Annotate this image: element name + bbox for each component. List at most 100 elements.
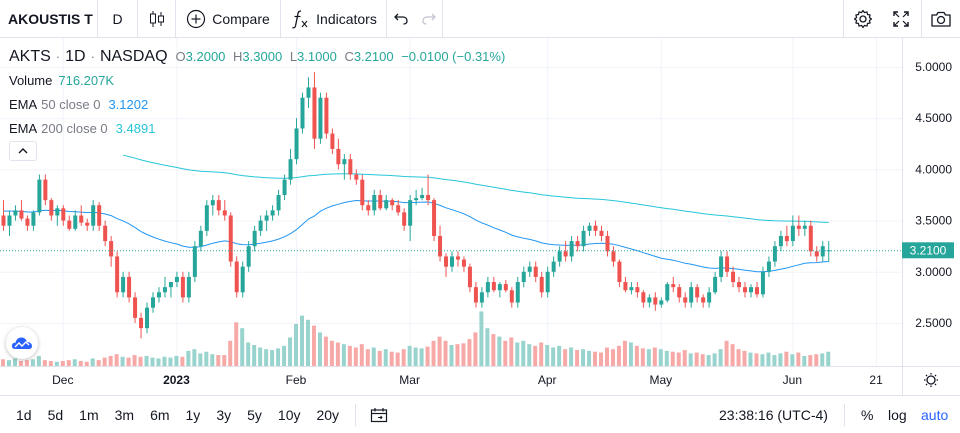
low-label: L: [289, 49, 298, 64]
percent-label: %: [861, 407, 874, 423]
date-range-button[interactable]: [364, 407, 394, 423]
legend-ema200-row[interactable]: EMA 200 close 0 3.4891: [9, 117, 505, 141]
candle: [37, 174, 42, 216]
candle: [826, 241, 831, 262]
volume-bar: [204, 351, 209, 366]
redo-button[interactable]: [415, 0, 443, 38]
range-button-1d[interactable]: 1d: [16, 406, 32, 423]
volume-bar: [814, 354, 819, 366]
indicators-button[interactable]: Indicators: [281, 0, 387, 38]
candle: [659, 297, 664, 308]
volume-bar: [497, 336, 502, 366]
range-button-1y[interactable]: 1y: [185, 406, 201, 423]
range-button-20y[interactable]: 20y: [316, 406, 340, 423]
legend-volume-row[interactable]: Volume 716.207K: [9, 69, 505, 93]
clock-display[interactable]: 23:38:16 (UTC-4): [719, 396, 828, 433]
candle: [503, 279, 508, 293]
volume-bar: [66, 360, 71, 366]
chart-logo[interactable]: [6, 327, 38, 359]
range-button-1m[interactable]: 1m: [79, 406, 99, 423]
candle: [695, 284, 700, 303]
volume-bar: [305, 319, 310, 366]
range-button-5d[interactable]: 5d: [47, 406, 64, 423]
candle: [737, 276, 742, 293]
volume-bar: [515, 342, 520, 366]
candle: [336, 138, 341, 170]
volume-bar: [126, 357, 131, 366]
volume-bar: [180, 356, 185, 366]
candle: [145, 302, 150, 334]
range-button-3y[interactable]: 3y: [216, 406, 232, 423]
fullscreen-button[interactable]: [882, 0, 920, 38]
volume-bar: [527, 344, 532, 366]
volume-bar: [766, 352, 771, 366]
undo-button[interactable]: [387, 0, 415, 38]
percent-scale-button[interactable]: %: [861, 396, 873, 433]
interval-button[interactable]: D: [98, 0, 138, 38]
volume-bar: [192, 349, 197, 366]
candle: [629, 282, 634, 295]
volume-bar: [533, 345, 538, 366]
volume-bar: [6, 360, 11, 366]
chart-style-button[interactable]: [138, 0, 176, 38]
candle: [683, 292, 688, 308]
range-button-5y[interactable]: 5y: [247, 406, 262, 423]
snapshot-button[interactable]: [921, 0, 960, 38]
candle: [760, 266, 765, 298]
candle: [85, 218, 90, 231]
price-chart[interactable]: 5.0000 4.5000 4.0000 3.5000 3.0000 2.5000 Dec…: [0, 38, 960, 395]
close-label: C: [344, 49, 354, 64]
symbol-search-button[interactable]: AKOUSTIS T: [0, 0, 98, 38]
high-label: H: [233, 49, 243, 64]
candle: [109, 235, 114, 267]
volume-bar: [54, 361, 59, 366]
range-button-3m[interactable]: 3m: [114, 406, 135, 423]
volume-bar: [114, 354, 119, 366]
candle: [593, 220, 598, 236]
bottom-separator: [844, 404, 845, 426]
candle: [204, 200, 209, 236]
volume-bar: [479, 311, 484, 366]
volume-bar: [790, 354, 795, 366]
volume-bar: [294, 324, 299, 366]
volume-bar: [240, 328, 245, 366]
candle: [264, 210, 269, 231]
fullscreen-icon: [893, 11, 909, 27]
legend-symbol[interactable]: AKTS: [9, 48, 51, 65]
legend-collapse-button[interactable]: [9, 141, 37, 161]
time-tick-label: Apr: [538, 373, 557, 387]
legend-symbol-row: AKTS · 1D · NASDAQ O3.2000 H3.3000 L3.10…: [9, 45, 505, 69]
legend-ema50-row[interactable]: EMA 50 close 0 3.1202: [9, 93, 505, 117]
volume-bar: [682, 350, 687, 366]
high-value: 3.3000: [242, 49, 283, 64]
range-button-10y[interactable]: 10y: [277, 406, 301, 423]
compare-button[interactable]: Compare: [176, 0, 281, 38]
candle: [611, 246, 616, 267]
volume-bar: [676, 352, 681, 366]
ema200-value: 3.4891: [115, 121, 156, 136]
log-scale-button[interactable]: log: [888, 396, 907, 433]
candle: [402, 208, 407, 231]
time-axis: Dec 2023 Feb Mar Apr May Jun 21: [52, 373, 883, 387]
candle: [551, 256, 556, 277]
volume-bar: [288, 337, 293, 366]
ema50-label: EMA: [9, 97, 38, 112]
range-button-6m[interactable]: 6m: [150, 406, 170, 423]
candle: [306, 77, 311, 108]
settings-button[interactable]: [843, 0, 881, 38]
undo-icon: [394, 13, 408, 25]
volume-bar: [353, 347, 358, 366]
volume-bar: [640, 348, 645, 366]
candle: [689, 282, 694, 308]
candle: [545, 266, 550, 298]
legend-interval: 1D: [65, 48, 86, 65]
candle: [599, 225, 604, 242]
time-axis-settings-button[interactable]: [924, 373, 938, 387]
cloud-chart-icon: [11, 337, 32, 349]
candle: [186, 271, 191, 303]
auto-scale-button[interactable]: auto: [921, 396, 948, 433]
candle: [366, 200, 371, 216]
volume-bar: [359, 344, 364, 366]
candle: [61, 205, 66, 226]
candle: [360, 174, 365, 211]
